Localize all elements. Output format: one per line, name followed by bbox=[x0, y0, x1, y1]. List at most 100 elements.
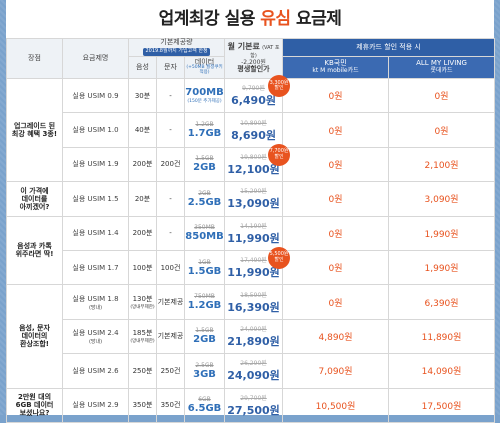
plan-sub: (망내) bbox=[88, 304, 103, 311]
kb-card-price: 0원 bbox=[328, 229, 343, 240]
data-cell: 1.5GB 2GB bbox=[183, 318, 226, 355]
data-cell: 1.5GB 2GB bbox=[183, 146, 226, 183]
kb-card-price-cell: 4,890원 bbox=[282, 318, 390, 355]
price-cell: 10,890원 8,690원 bbox=[224, 112, 284, 148]
sms-value: 350건 bbox=[160, 401, 181, 410]
table-row: 실용 USIM 1.0 40분 -1.2GB 1.7GB 10,890원 8,690원 0원… bbox=[7, 112, 496, 148]
plan-name-cell: 실용 USIM 2.4 (망내) bbox=[62, 318, 129, 355]
price-new-value: 13,090원 bbox=[227, 197, 280, 211]
plan-name: 실용 USIM 1.5 bbox=[72, 194, 119, 203]
voice-cell: 350분 bbox=[128, 387, 157, 423]
price-old-value: 14,190원 bbox=[240, 222, 267, 230]
plan-name: 실용 USIM 0.9 bbox=[72, 91, 119, 100]
price-old-value: 26,290원 bbox=[240, 360, 267, 368]
table-row: 실용 USIM 1.9 200분 200건 1.5GB 2GB 19,800원 12,100… bbox=[7, 143, 496, 183]
sms-value: - bbox=[169, 126, 172, 135]
sms-cell: - bbox=[156, 77, 185, 114]
price-cell: 29,700원 27,500원 bbox=[224, 387, 284, 423]
voice-cell: 200분 bbox=[128, 146, 157, 183]
price-old-value: 18,590원 bbox=[240, 291, 267, 299]
data-new-value: 3GB bbox=[193, 368, 216, 380]
data-old-value: 1.5GB bbox=[195, 155, 214, 163]
title-text: 업계최강 실용 bbox=[158, 9, 261, 29]
voice-value: 40분 bbox=[134, 126, 151, 135]
discount-bubble: 5,500원 할인 bbox=[268, 246, 291, 269]
data-new-value: 2GB bbox=[193, 334, 216, 346]
plan-name-cell: 실용 USIM 1.5 bbox=[62, 181, 129, 217]
kb-card-price-cell: 0원 bbox=[282, 181, 390, 217]
price-new-value: 12,100원 bbox=[227, 162, 280, 176]
data-new-value: 850MB bbox=[185, 231, 224, 243]
voice-value: 200분 bbox=[132, 229, 153, 238]
voice-cell: 30분 bbox=[128, 77, 157, 114]
table-row: 음성과 카톡 위주라면 딱! 실용 USIM 1.4 200분 - 350MB 850MB… bbox=[6, 215, 496, 286]
discount-bubble: 7,700원 할인 bbox=[268, 143, 291, 166]
table-row: 실용 USIM 1.7 100분 100건 1GB 1.5GB 17,490원 11,990… bbox=[7, 246, 496, 286]
header-data: 데이터 (+50MB 월정쿠키 적용) bbox=[183, 56, 226, 79]
sms-value: - bbox=[169, 91, 172, 100]
data-old-value: 750MB bbox=[194, 293, 215, 301]
plan-name: 실용 USIM 2.6 bbox=[72, 366, 119, 375]
kb-card-price: 0원 bbox=[328, 92, 343, 103]
lotte-card-price-cell: 2,100원 bbox=[388, 146, 496, 183]
price-cell: 17,490원 11,990원 5,500원 할인 bbox=[224, 246, 291, 286]
lotte-card-price-cell: 0원 bbox=[388, 112, 496, 148]
price-old-value: 17,490원 bbox=[240, 257, 267, 265]
lotte-card-price-cell: 1,990원 bbox=[388, 249, 496, 286]
data-cell: 700MB (150분 추가제공) bbox=[183, 77, 226, 114]
kb-card-price: 0원 bbox=[328, 126, 343, 137]
header-plan-name: 요금제명 bbox=[62, 38, 129, 79]
voice-sub: (망내무제한) bbox=[130, 339, 155, 345]
lotte-card-price: 11,890원 bbox=[421, 332, 462, 343]
voice-cell: 40분 bbox=[128, 112, 157, 148]
price-cell: 9,790원 6,490원 3,300원 할인 bbox=[224, 75, 291, 114]
header-monthly: 월 기본료 (VAT 포함) -2,200원 평생할인가 bbox=[224, 38, 284, 79]
lotte-card-price: 1,990원 bbox=[424, 229, 459, 240]
data-cell: 1.2GB 1.7GB bbox=[183, 112, 226, 148]
price-old-value: 9,790원 bbox=[242, 85, 265, 93]
lotte-card-price: 6,390원 bbox=[424, 298, 459, 309]
sms-cell: 기본제공 bbox=[156, 318, 185, 355]
title-highlight: 유심 bbox=[260, 9, 291, 29]
voice-cell: 100분 bbox=[128, 249, 157, 286]
group-label: 이 가격에 데이터를 아끼겠어? bbox=[6, 181, 63, 217]
data-new-value: 1.2GB bbox=[187, 300, 222, 312]
price-new-value: 8,690원 bbox=[231, 128, 276, 142]
lotte-card-price-cell: 17,500원 bbox=[388, 387, 496, 423]
sms-value: 250건 bbox=[160, 366, 181, 375]
voice-value: 185분 bbox=[132, 329, 153, 338]
voice-value: 20분 bbox=[134, 194, 151, 203]
kb-card-price-cell: 0원 bbox=[282, 215, 390, 251]
voice-value: 130분 bbox=[132, 295, 153, 304]
price-old-value: 29,700원 bbox=[240, 394, 267, 402]
kb-card-price: 0원 bbox=[328, 160, 343, 171]
voice-value: 200분 bbox=[132, 160, 153, 169]
voice-cell: 20분 bbox=[128, 181, 157, 217]
plan-name-cell: 실용 USIM 0.9 bbox=[62, 77, 129, 114]
header-sms: 문자 bbox=[156, 56, 185, 79]
voice-value: 100분 bbox=[132, 263, 153, 272]
header-lotte-card: ALL MY LIVING 롯데카드 bbox=[388, 56, 496, 79]
sms-cell: - bbox=[156, 215, 185, 251]
data-old-value: 6GB bbox=[198, 396, 211, 404]
plan-name: 실용 USIM 1.8 bbox=[72, 294, 119, 303]
lotte-card-price-cell: 3,090원 bbox=[388, 181, 496, 217]
plan-sub: (망내) bbox=[88, 338, 103, 345]
sms-value: - bbox=[169, 194, 172, 203]
data-old-value: 2GB bbox=[198, 189, 211, 197]
basic-badge: 2019.8월까지 가입고객 한정 bbox=[143, 48, 210, 56]
title-text-end: 요금제 bbox=[290, 9, 342, 29]
price-old-value: 19,800원 bbox=[240, 153, 267, 161]
plan-name: 실용 USIM 2.4 bbox=[72, 328, 119, 337]
sms-value: 200건 bbox=[160, 160, 181, 169]
plan-name-cell: 실용 USIM 2.6 bbox=[62, 353, 129, 389]
lotte-card-price-cell: 0원 bbox=[388, 77, 496, 114]
voice-value: 250분 bbox=[132, 366, 153, 375]
kb-card-price-cell: 0원 bbox=[282, 284, 390, 320]
kb-card-price: 10,500원 bbox=[315, 401, 356, 412]
data-old-value: 1GB bbox=[198, 258, 211, 266]
kb-card-price-cell: 7,090원 bbox=[282, 353, 390, 389]
header-kb-card: KB국민 kt M mobile카드 bbox=[282, 56, 390, 79]
lotte-card-price-cell: 11,890원 bbox=[388, 318, 496, 355]
data-new-value: 1.5GB bbox=[187, 265, 222, 277]
